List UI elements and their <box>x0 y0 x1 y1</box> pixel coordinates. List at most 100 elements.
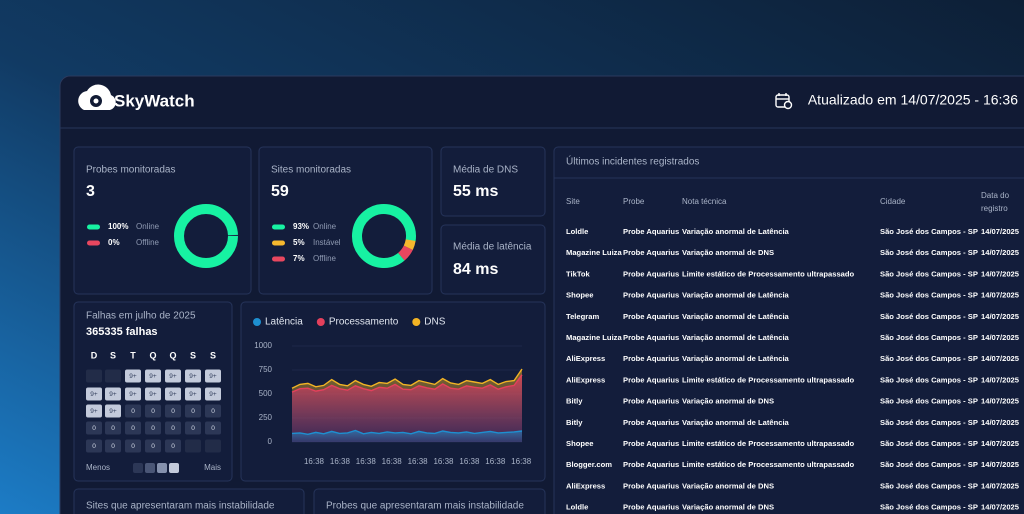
card <box>73 488 305 514</box>
table-cell: Magazine Luiza <box>566 248 622 257</box>
table-cell: Probe Aquarius <box>623 503 679 512</box>
column-header-line: Data do <box>981 191 1011 200</box>
legend-label: Offline <box>136 238 160 247</box>
table-cell: 14/07/2025 <box>981 503 1020 512</box>
table-cell: Limite estático de Processamento ultrapa… <box>682 460 855 469</box>
heatmap-cell-label: 9+ <box>90 391 98 398</box>
x-tick-label: 16:38 <box>304 457 325 466</box>
heatmap-cell-label: 9+ <box>209 391 217 398</box>
heatmap-cell <box>165 404 181 418</box>
legend-label: Latência <box>265 317 303 328</box>
heatmap-cell-label: 0 <box>171 408 175 415</box>
heatmap-cell <box>205 404 221 418</box>
card-title: Sites monitoradas <box>271 165 351 176</box>
legend-value: 100% <box>108 222 128 231</box>
table-cell: Variação anormal de Latência <box>682 291 790 300</box>
column-header: Nota técnica <box>682 197 727 206</box>
heatmap-cell <box>86 439 102 453</box>
heatmap-cell-label: 0 <box>131 408 135 415</box>
legend-dot <box>253 318 261 326</box>
heatmap-cell <box>185 439 201 453</box>
table-cell: São José dos Campos - SP <box>880 333 978 342</box>
table-cell: TikTok <box>566 269 591 278</box>
table-cell: São José dos Campos - SP <box>880 418 978 427</box>
table-cell: Blogger.com <box>566 460 612 469</box>
heatmap-cell <box>125 404 141 418</box>
table-cell: Variação anormal de DNS <box>682 397 774 406</box>
table-cell: 14/07/2025 <box>981 248 1020 257</box>
panel-title: Últimos incidentes registrados <box>566 155 699 168</box>
legend-less: Menos <box>86 463 110 472</box>
x-tick-label: 16:38 <box>433 457 454 466</box>
heatmap-cell-label: 9+ <box>149 373 157 380</box>
card-title: Probes que apresentaram mais instabilida… <box>326 501 524 512</box>
table-cell: Limite estático de Processamento ultrapa… <box>682 375 855 384</box>
table-cell: São José dos Campos - SP <box>880 375 978 384</box>
heatmap-cell-label: 0 <box>171 425 175 432</box>
donut-segment <box>174 204 238 268</box>
legend-dot <box>316 318 325 326</box>
heatmap-cell-label: 0 <box>92 443 96 450</box>
heatmap-cell-label: 9+ <box>90 408 98 415</box>
legend-swatch <box>169 463 179 473</box>
weekday-label: S <box>210 350 216 360</box>
x-tick-label: 16:38 <box>330 457 351 466</box>
table-cell: Variação anormal de DNS <box>682 248 774 257</box>
heatmap-cell <box>185 421 201 435</box>
heatmap-cell-label: 0 <box>111 425 115 432</box>
brand: SkyWatch <box>114 91 195 110</box>
card <box>440 224 546 295</box>
heatmap-cell-label: 0 <box>151 425 155 432</box>
card <box>313 488 546 514</box>
legend-swatch <box>145 463 155 473</box>
card-title: Falhas em julho de 2025 <box>86 311 196 322</box>
heatmap-cell-label: 0 <box>191 425 195 432</box>
table-cell: Probe Aquarius <box>623 375 679 384</box>
heatmap-cell <box>145 404 161 418</box>
series-line <box>291 368 523 389</box>
y-tick-label: 250 <box>259 413 273 422</box>
heatmap-cell-label: 0 <box>191 408 195 415</box>
legend-swatch <box>87 224 100 230</box>
legend-dot <box>412 318 421 326</box>
heatmap-cell <box>86 404 102 418</box>
legend-swatch <box>133 463 143 473</box>
table-cell: São José dos Campos - SP <box>880 481 978 490</box>
table-cell: Bitly <box>566 397 583 406</box>
heatmap-cell-label: 0 <box>151 408 155 415</box>
table-cell: São José dos Campos - SP <box>880 460 978 469</box>
heatmap-cell <box>165 369 181 383</box>
weekday-label: S <box>190 350 196 360</box>
legend-swatch <box>87 240 100 246</box>
table-cell: Loldle <box>566 503 588 512</box>
table-cell: 14/07/2025 <box>981 375 1020 384</box>
legend-swatch <box>272 256 285 262</box>
x-tick-label: 16:38 <box>382 457 403 466</box>
heatmap-cell-label: 9+ <box>189 373 197 380</box>
y-tick-label: 750 <box>259 365 273 374</box>
table-cell: 14/07/2025 <box>981 227 1020 236</box>
table-cell: São José dos Campos - SP <box>880 269 978 278</box>
table-cell: Probe Aquarius <box>623 354 679 363</box>
table-cell: Magazine Luiza <box>566 333 622 342</box>
legend-label: DNS <box>424 317 445 328</box>
table-cell: Limite estático de Processamento ultrapa… <box>682 269 855 278</box>
table-cell: Variação anormal de Latência <box>682 227 790 236</box>
table-cell: Shopee <box>566 439 593 448</box>
heatmap-cell-label: 9+ <box>129 373 137 380</box>
legend-swatch <box>272 240 285 246</box>
donut-segment <box>352 204 416 268</box>
card-title: Probes monitoradas <box>86 165 176 176</box>
table-cell: Probe Aquarius <box>623 418 679 427</box>
table-cell: Variação anormal de Latência <box>682 418 790 427</box>
table-cell: 14/07/2025 <box>981 269 1020 278</box>
table-cell: 14/07/2025 <box>981 291 1020 300</box>
heatmap-cell <box>145 421 161 435</box>
table-cell: São José dos Campos - SP <box>880 397 978 406</box>
heatmap-cell-label: 0 <box>151 443 155 450</box>
column-header: Cidade <box>880 197 906 206</box>
card-value: 59 <box>271 183 289 200</box>
logo-pupil <box>93 98 99 104</box>
logo <box>78 84 116 110</box>
heatmap-cell-label: 0 <box>131 443 135 450</box>
